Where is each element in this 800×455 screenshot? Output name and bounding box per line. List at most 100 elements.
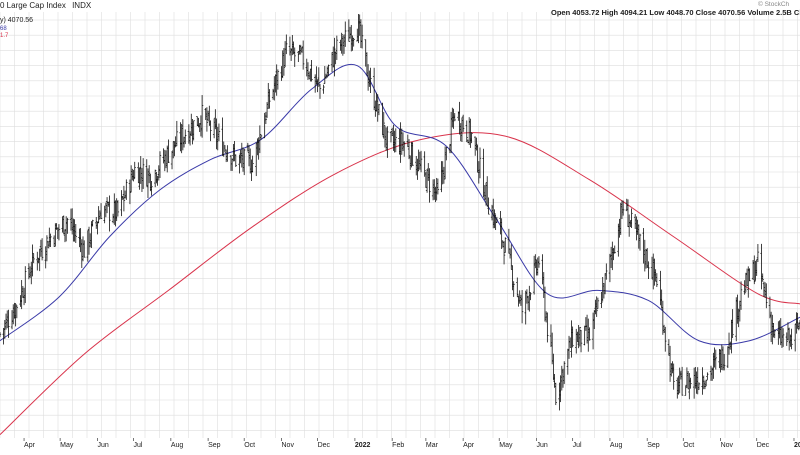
price-bar (689, 377, 692, 389)
x-axis-ticks: Apr May Jun Jul Aug Sep Oct Nov Dec 2022 Feb Mar Apr… (23, 438, 800, 449)
x-tick-label: Mar (426, 442, 439, 449)
price-bar (327, 64, 330, 77)
gridlines (0, 12, 800, 438)
price-bar (571, 326, 574, 348)
price-bars (0, 13, 800, 411)
price-bar (217, 123, 221, 142)
x-tick-label: Dec (757, 442, 770, 449)
price-bar (723, 353, 726, 371)
price-bar (125, 179, 128, 200)
x-tick-label: Sep (208, 442, 221, 449)
price-bar (672, 363, 675, 390)
ma50-series (0, 63, 800, 346)
price-bar (200, 95, 204, 138)
x-tick-label: Apr (24, 442, 36, 449)
price-bar (461, 114, 465, 132)
price-bar (347, 19, 351, 42)
price-bar (14, 303, 17, 327)
ohlc-readout: Open 4053.72 High 4094.21 Low 4048.70 Cl… (551, 8, 800, 17)
price-bar (756, 244, 760, 263)
price-bar (74, 223, 77, 243)
price-bar (790, 328, 793, 350)
price-bar (504, 237, 507, 253)
x-tick-label: Jul (134, 442, 143, 449)
price-bar (773, 329, 776, 339)
price-bar (377, 103, 381, 116)
x-tick-label: Jun (97, 442, 108, 449)
price-bar (7, 309, 10, 338)
price-bar (46, 240, 50, 249)
price-bar (153, 169, 157, 188)
price-bar (116, 200, 120, 217)
ma50-line (0, 63, 800, 346)
price-bar (563, 361, 566, 384)
x-tick-label: Dec (318, 442, 331, 449)
ma200-line (0, 132, 800, 436)
price-bar (66, 217, 69, 234)
x-tick-label: May (499, 442, 513, 449)
price-bar (613, 245, 616, 254)
price-bar (520, 290, 524, 324)
price-bar (173, 141, 176, 157)
price-bar (502, 241, 506, 265)
x-tick-label: Jun (537, 442, 548, 449)
price-bar (285, 34, 288, 55)
price-bar (655, 273, 659, 288)
price-bar (411, 142, 414, 166)
price-bar (147, 165, 151, 184)
price-bar (268, 89, 271, 109)
price-bar (554, 382, 557, 406)
x-tick-label: Nov (282, 442, 295, 449)
price-bar (731, 309, 734, 339)
price-bar (15, 305, 19, 319)
price-bar (175, 120, 179, 147)
price-bar (360, 24, 364, 49)
price-bar (546, 312, 549, 343)
exchange-label: INDX (72, 1, 92, 10)
price-bar (276, 69, 280, 90)
price-bar (0, 332, 2, 338)
price-bar (739, 281, 743, 310)
price-bar (184, 129, 187, 145)
price-bar (706, 372, 709, 380)
price-bar (704, 379, 708, 387)
price-bar (529, 292, 532, 301)
price-bar (765, 283, 768, 309)
price-bar (293, 47, 296, 67)
price-bar (24, 266, 27, 304)
price-bar (493, 209, 496, 229)
x-tick-label: Aug (610, 442, 623, 449)
price-bar (40, 238, 44, 261)
price-bar (259, 134, 263, 140)
price-bar (664, 326, 667, 352)
price-bar (243, 148, 246, 176)
price-bar (428, 168, 431, 203)
price-bar (537, 256, 541, 268)
price-bar (785, 332, 788, 346)
chart-title: 0 Large Cap Index INDX (0, 1, 92, 10)
x-tick-label: Sep (647, 442, 660, 449)
price-bar (436, 178, 440, 195)
x-tick-label: Nov (721, 442, 734, 449)
price-bar (470, 132, 473, 144)
price-bar (128, 179, 132, 205)
price-bar (748, 268, 751, 282)
price-bar (32, 253, 35, 264)
price-bar (638, 233, 642, 251)
price-bar (333, 37, 336, 77)
price-bar (132, 169, 135, 182)
price-bar (282, 47, 286, 76)
x-tick-label: 2022 (355, 442, 371, 449)
price-bar (761, 273, 764, 282)
price-bar (167, 139, 170, 163)
price-bar (697, 382, 701, 390)
price-bar (310, 60, 313, 82)
legend-ma50: 68 (0, 26, 7, 32)
price-bar (352, 37, 355, 47)
price-bar (419, 150, 423, 173)
price-bar (453, 113, 456, 122)
price-bar (335, 35, 339, 60)
price-bar (258, 125, 262, 154)
